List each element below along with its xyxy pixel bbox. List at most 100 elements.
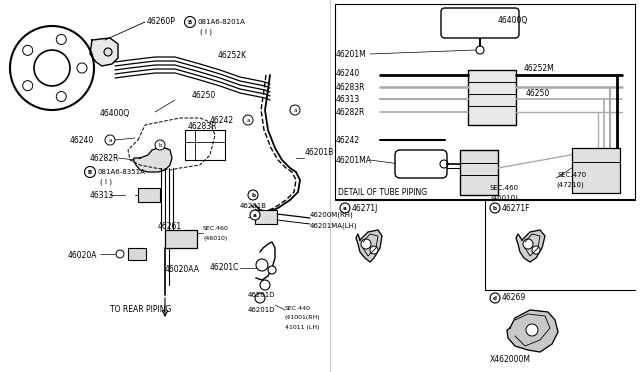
Text: X462000M: X462000M xyxy=(490,356,531,365)
Text: DETAIL OF TUBE PIPING: DETAIL OF TUBE PIPING xyxy=(338,187,427,196)
Text: 46250: 46250 xyxy=(192,90,216,99)
Circle shape xyxy=(184,16,195,28)
Text: SEC.460: SEC.460 xyxy=(490,185,519,191)
Text: b: b xyxy=(158,142,162,148)
Text: B: B xyxy=(188,19,192,25)
Text: (41001(RH): (41001(RH) xyxy=(285,315,321,321)
Polygon shape xyxy=(133,148,172,172)
Text: a: a xyxy=(246,118,250,122)
Circle shape xyxy=(523,239,533,249)
Circle shape xyxy=(77,63,87,73)
Text: 46252K: 46252K xyxy=(218,51,247,60)
Text: a: a xyxy=(293,108,297,112)
Text: 46269: 46269 xyxy=(502,294,526,302)
Circle shape xyxy=(526,324,538,336)
Text: SEC.460: SEC.460 xyxy=(203,225,229,231)
Circle shape xyxy=(243,115,253,125)
Text: 46252M: 46252M xyxy=(524,64,555,73)
Bar xyxy=(128,248,146,260)
Text: b: b xyxy=(251,192,255,198)
Text: 46313: 46313 xyxy=(90,190,115,199)
Circle shape xyxy=(490,203,500,213)
Text: 46201C: 46201C xyxy=(210,263,239,273)
Text: 46282R: 46282R xyxy=(90,154,120,163)
Circle shape xyxy=(116,250,124,258)
Text: 46271J: 46271J xyxy=(352,203,378,212)
Text: 46201B: 46201B xyxy=(240,203,267,209)
Text: a: a xyxy=(253,212,257,218)
Text: 46201D: 46201D xyxy=(248,292,275,298)
Text: 46201MA: 46201MA xyxy=(336,155,372,164)
Circle shape xyxy=(476,46,484,54)
Text: 46201M: 46201M xyxy=(336,49,367,58)
Text: SEC.470: SEC.470 xyxy=(558,172,587,178)
Text: (47210): (47210) xyxy=(556,182,584,188)
Polygon shape xyxy=(507,310,558,352)
Text: d: d xyxy=(493,295,497,301)
FancyBboxPatch shape xyxy=(395,150,447,178)
Bar xyxy=(460,150,498,195)
Bar xyxy=(185,130,225,160)
Bar xyxy=(165,230,197,248)
Circle shape xyxy=(532,246,540,254)
Polygon shape xyxy=(90,38,118,66)
Text: 46271F: 46271F xyxy=(502,203,531,212)
Text: 46201B: 46201B xyxy=(305,148,334,157)
Circle shape xyxy=(370,246,378,254)
Circle shape xyxy=(84,167,95,177)
Text: 46400Q: 46400Q xyxy=(100,109,131,118)
Text: 46313: 46313 xyxy=(336,94,360,103)
Bar xyxy=(468,70,516,125)
Circle shape xyxy=(490,293,500,303)
Text: 46242: 46242 xyxy=(336,135,360,144)
Circle shape xyxy=(104,48,112,56)
Text: SEC.440: SEC.440 xyxy=(285,305,311,311)
Text: 46020A: 46020A xyxy=(68,250,97,260)
Text: 46282R: 46282R xyxy=(336,108,365,116)
Circle shape xyxy=(56,92,67,102)
Text: ( I ): ( I ) xyxy=(200,29,212,35)
Circle shape xyxy=(361,239,371,249)
Bar xyxy=(572,148,620,193)
Text: (46010): (46010) xyxy=(203,235,227,241)
Text: 46261: 46261 xyxy=(158,221,182,231)
Text: 081A6-8201A: 081A6-8201A xyxy=(197,19,245,25)
Text: 46201D: 46201D xyxy=(248,307,275,313)
Text: 46400Q: 46400Q xyxy=(498,16,528,25)
Circle shape xyxy=(290,105,300,115)
Circle shape xyxy=(23,45,33,55)
Circle shape xyxy=(105,135,115,145)
Polygon shape xyxy=(356,230,382,262)
Circle shape xyxy=(256,259,268,271)
FancyBboxPatch shape xyxy=(441,8,519,38)
Text: (46010): (46010) xyxy=(490,195,518,201)
Bar xyxy=(255,210,277,224)
Text: 46242: 46242 xyxy=(210,115,234,125)
Text: b: b xyxy=(493,205,497,211)
Polygon shape xyxy=(516,230,545,262)
Circle shape xyxy=(250,210,260,220)
Bar xyxy=(138,188,160,202)
Text: 46250: 46250 xyxy=(526,89,550,97)
Circle shape xyxy=(155,140,165,150)
Text: 46240: 46240 xyxy=(70,135,94,144)
Text: B: B xyxy=(88,170,92,174)
Text: 46260P: 46260P xyxy=(147,16,176,26)
Text: 46201MA(LH): 46201MA(LH) xyxy=(310,223,358,229)
Circle shape xyxy=(56,35,67,45)
Text: 46020AA: 46020AA xyxy=(165,266,200,275)
Text: a: a xyxy=(343,205,347,211)
Text: 46283R: 46283R xyxy=(336,83,365,92)
Text: 46240: 46240 xyxy=(336,68,360,77)
Bar xyxy=(335,4,635,199)
Circle shape xyxy=(340,203,350,213)
Text: 081A6-8351A: 081A6-8351A xyxy=(97,169,145,175)
Text: 46283R: 46283R xyxy=(188,122,218,131)
Text: 46200M(RH): 46200M(RH) xyxy=(310,212,354,218)
Circle shape xyxy=(23,81,33,91)
Text: a: a xyxy=(108,138,112,142)
Text: TO REAR PIPING: TO REAR PIPING xyxy=(110,305,172,314)
Circle shape xyxy=(248,190,258,200)
Text: ( I ): ( I ) xyxy=(100,179,112,185)
Text: 41011 (LH): 41011 (LH) xyxy=(285,326,319,330)
